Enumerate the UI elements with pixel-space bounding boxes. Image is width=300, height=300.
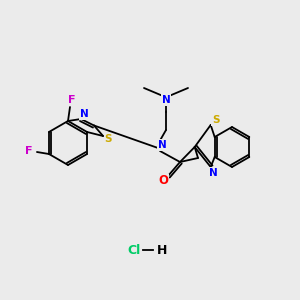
- Text: O: O: [158, 175, 168, 188]
- Text: N: N: [209, 168, 218, 178]
- Text: H: H: [157, 244, 167, 256]
- Text: S: S: [212, 115, 219, 125]
- Text: F: F: [68, 95, 76, 105]
- Text: S: S: [104, 134, 112, 144]
- Text: N: N: [162, 95, 170, 105]
- Text: N: N: [80, 109, 88, 119]
- Text: Cl: Cl: [128, 244, 141, 256]
- Text: F: F: [25, 146, 33, 156]
- Text: N: N: [158, 140, 166, 150]
